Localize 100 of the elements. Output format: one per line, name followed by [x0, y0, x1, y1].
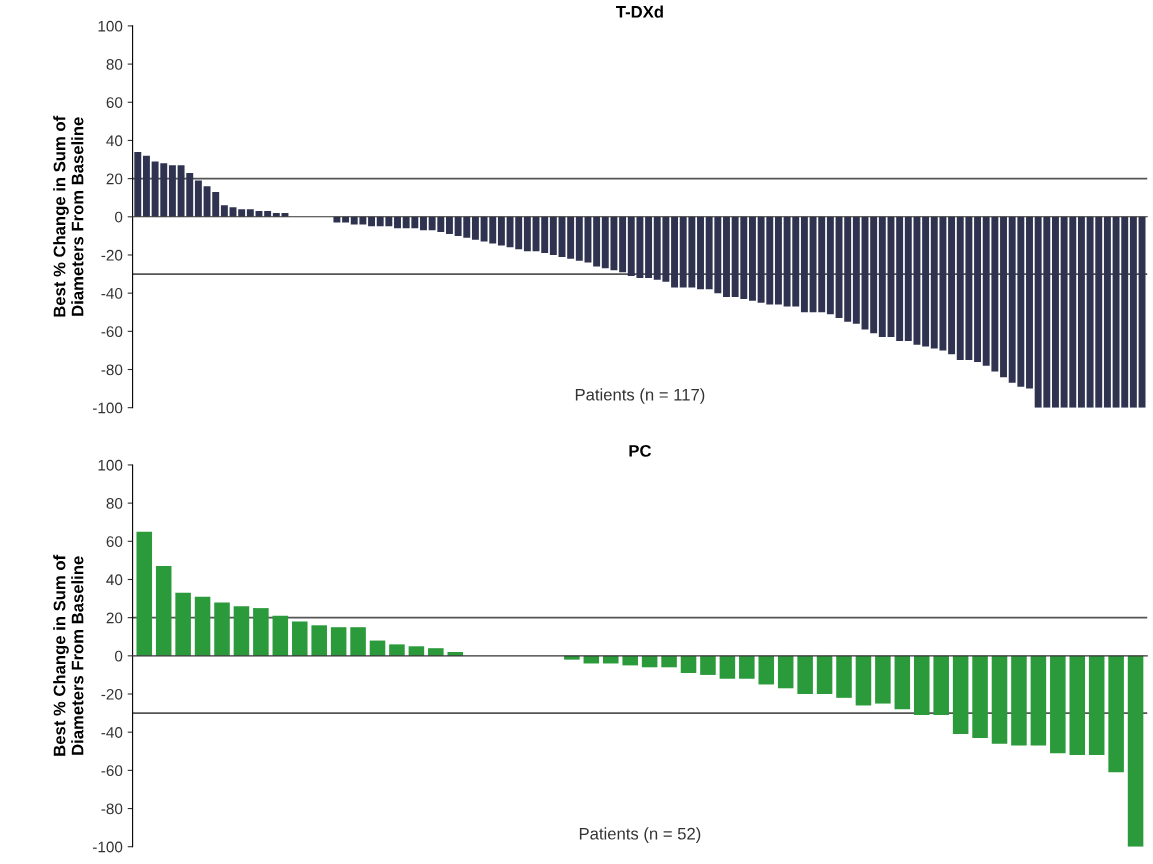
y-tick-label: 40 [106, 574, 123, 586]
y-tick-label: -20 [101, 688, 123, 700]
bar [878, 216, 886, 338]
bar [593, 216, 601, 267]
bar [541, 216, 549, 254]
y-tick-label: 100 [98, 459, 123, 471]
bar [948, 216, 956, 355]
y-tick-label: 40 [106, 135, 123, 147]
bar [1077, 216, 1085, 408]
bar [1088, 655, 1105, 756]
bar [697, 216, 704, 290]
bar [922, 216, 930, 347]
y-tick-label: -60 [101, 765, 123, 777]
bar [972, 655, 988, 738]
bar [134, 151, 142, 217]
bar [408, 646, 425, 656]
bar [1050, 655, 1066, 754]
bar [719, 655, 736, 679]
bar [1127, 655, 1144, 847]
bar [1069, 655, 1086, 756]
bar [1000, 216, 1007, 378]
y-tick-label: 20 [106, 173, 123, 185]
bar [619, 216, 627, 273]
y-tick-label: 100 [98, 20, 123, 32]
bar [777, 655, 794, 689]
bar [523, 216, 531, 252]
annotation: Patients (n = 117) [575, 388, 705, 404]
bar [671, 216, 679, 288]
y-tick-label: -20 [101, 249, 123, 261]
y-tick-label: -40 [101, 288, 123, 299]
bar [575, 216, 583, 261]
chart-title: PC [629, 444, 652, 457]
y-tick-label: -100 [92, 402, 123, 414]
annotation: Patients (n = 52) [579, 827, 701, 843]
y-tick-label: -100 [92, 841, 123, 853]
bar [253, 608, 269, 656]
bar [342, 216, 350, 223]
bar [350, 627, 366, 656]
bar [368, 216, 375, 227]
bar [855, 655, 872, 706]
bar [952, 655, 969, 735]
y-tick-label: 0 [114, 211, 123, 223]
bar [1011, 655, 1027, 746]
y-tick-label: -60 [101, 326, 123, 338]
y-tick-label: -40 [101, 727, 123, 738]
bar [680, 655, 697, 674]
bar [974, 216, 982, 362]
bar [797, 655, 813, 695]
bar [564, 655, 580, 660]
bar [826, 216, 834, 315]
bar [894, 655, 911, 710]
bar [641, 655, 658, 668]
bar [836, 655, 852, 698]
bar [896, 216, 904, 341]
bar [155, 566, 172, 656]
bar [1108, 655, 1124, 773]
chart-title: T-DXd [616, 5, 663, 18]
bar [471, 216, 479, 240]
bar [497, 216, 505, 246]
bar [394, 216, 401, 229]
bar [661, 655, 677, 668]
bar [1103, 216, 1111, 408]
bar [246, 209, 254, 217]
bar [875, 655, 891, 704]
y-tick-label: 60 [106, 97, 123, 108]
bar [933, 655, 949, 716]
bar [749, 216, 756, 301]
bar [1026, 216, 1033, 389]
bar [991, 655, 1008, 744]
bar [844, 216, 852, 322]
bar [758, 655, 775, 685]
bar [1030, 655, 1047, 746]
y-axis-title: Best % Change in Sum of Diameters From Baseline [53, 115, 84, 317]
y-tick-label: -80 [101, 803, 123, 815]
bar [774, 216, 782, 305]
bar [800, 216, 808, 313]
bar [214, 602, 230, 656]
bar [136, 531, 153, 656]
bar [1138, 216, 1146, 408]
bar [220, 205, 228, 217]
bar [238, 209, 246, 217]
bar [233, 606, 250, 656]
bar [870, 216, 878, 334]
bar [723, 216, 730, 297]
bar [1052, 216, 1059, 408]
bar [816, 655, 833, 695]
bar [567, 216, 575, 259]
y-tick-label: 80 [106, 498, 123, 509]
bar [622, 655, 638, 666]
bar [852, 216, 860, 324]
bar [291, 621, 308, 656]
bar [428, 648, 444, 656]
bar [333, 216, 341, 223]
bar [445, 216, 453, 234]
bar [602, 655, 619, 664]
bar [142, 155, 150, 217]
bar [420, 216, 427, 231]
bar [311, 625, 327, 656]
bar [272, 615, 289, 656]
bar [1129, 216, 1137, 408]
